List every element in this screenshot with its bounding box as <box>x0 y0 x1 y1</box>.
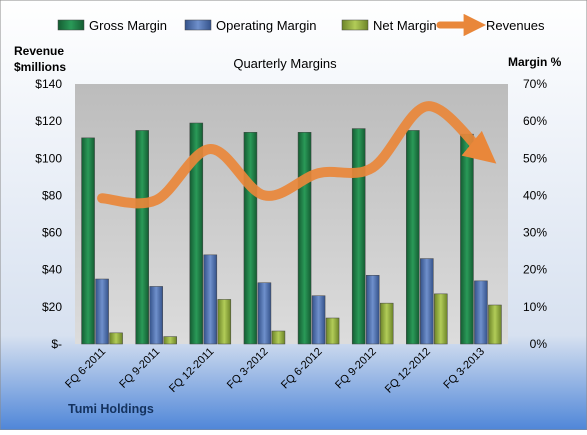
net-margin-bar <box>110 333 123 344</box>
operating-margin-legend-label: Operating Margin <box>216 18 316 33</box>
right-tick-label: 60% <box>523 114 547 128</box>
operating-margin-bar <box>474 281 487 344</box>
revenues-legend-label: Revenues <box>486 18 545 33</box>
right-tick-label: 70% <box>523 77 547 91</box>
left-tick-label: $40 <box>42 263 62 277</box>
right-axis-label: Margin % <box>508 55 562 69</box>
net-margin-bar <box>380 303 393 344</box>
operating-margin-legend-swatch <box>185 20 211 30</box>
operating-margin-bar <box>312 296 325 344</box>
operating-margin-bar <box>258 283 271 344</box>
net-margin-bar <box>272 331 285 344</box>
company-name: Tumi Holdings <box>68 402 154 416</box>
left-axis-label-line2: $millions <box>14 60 66 74</box>
right-tick-label: 20% <box>523 263 547 277</box>
left-tick-label: $60 <box>42 226 62 240</box>
gross-margin-legend-swatch <box>58 20 84 30</box>
gross-margin-bar <box>352 129 365 344</box>
operating-margin-bar <box>204 255 217 344</box>
gross-margin-bar <box>460 134 473 344</box>
left-tick-label: $140 <box>35 77 62 91</box>
left-axis-label-line1: Revenue <box>14 44 64 58</box>
gross-margin-bar <box>136 130 149 344</box>
operating-margin-bar <box>420 259 433 344</box>
operating-margin-bar <box>96 279 109 344</box>
net-margin-legend-label: Net Margin <box>373 18 437 33</box>
right-tick-label: 50% <box>523 151 547 165</box>
left-tick-label: $100 <box>35 151 62 165</box>
left-tick-label: $80 <box>42 188 62 202</box>
gross-margin-bar <box>82 138 95 344</box>
operating-margin-bar <box>150 286 163 344</box>
net-margin-bar <box>488 305 501 344</box>
left-tick-label: $- <box>51 337 62 351</box>
gross-margin-legend-label: Gross Margin <box>89 18 167 33</box>
net-margin-bar <box>434 294 447 344</box>
right-tick-label: 10% <box>523 300 547 314</box>
net-margin-bar <box>218 299 231 344</box>
net-margin-bar <box>326 318 339 344</box>
gross-margin-bar <box>244 132 257 344</box>
left-tick-label: $20 <box>42 300 62 314</box>
right-tick-label: 30% <box>523 226 547 240</box>
operating-margin-bar <box>366 275 379 344</box>
gross-margin-bar <box>406 130 419 344</box>
gross-margin-bar <box>298 132 311 344</box>
net-margin-legend-swatch <box>342 20 368 30</box>
left-tick-label: $120 <box>35 114 62 128</box>
chart-title: Quarterly Margins <box>233 56 337 71</box>
right-tick-label: 0% <box>530 337 548 351</box>
net-margin-bar <box>164 337 177 344</box>
right-tick-label: 40% <box>523 188 547 202</box>
